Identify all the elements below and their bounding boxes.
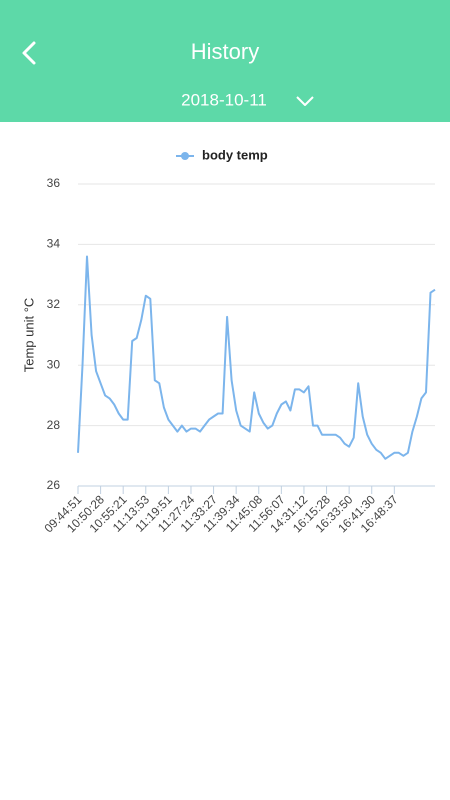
y-axis-label: Temp unit °C xyxy=(21,298,36,373)
page-title: History xyxy=(191,39,259,64)
back-button[interactable] xyxy=(22,41,36,65)
y-tick-label: 32 xyxy=(47,297,61,311)
header-bar xyxy=(0,0,450,122)
y-tick-label: 34 xyxy=(47,237,61,251)
date-dropdown[interactable] xyxy=(296,96,314,106)
legend-label[interactable]: body temp xyxy=(202,147,268,162)
y-tick-label: 30 xyxy=(47,357,61,371)
y-tick-label: 36 xyxy=(47,176,61,190)
y-tick-label: 28 xyxy=(47,418,61,432)
data-line xyxy=(77,255,436,460)
date-picker[interactable]: 2018-10-11 xyxy=(181,90,267,109)
legend-symbol xyxy=(181,152,189,160)
y-tick-label: 26 xyxy=(47,478,61,492)
